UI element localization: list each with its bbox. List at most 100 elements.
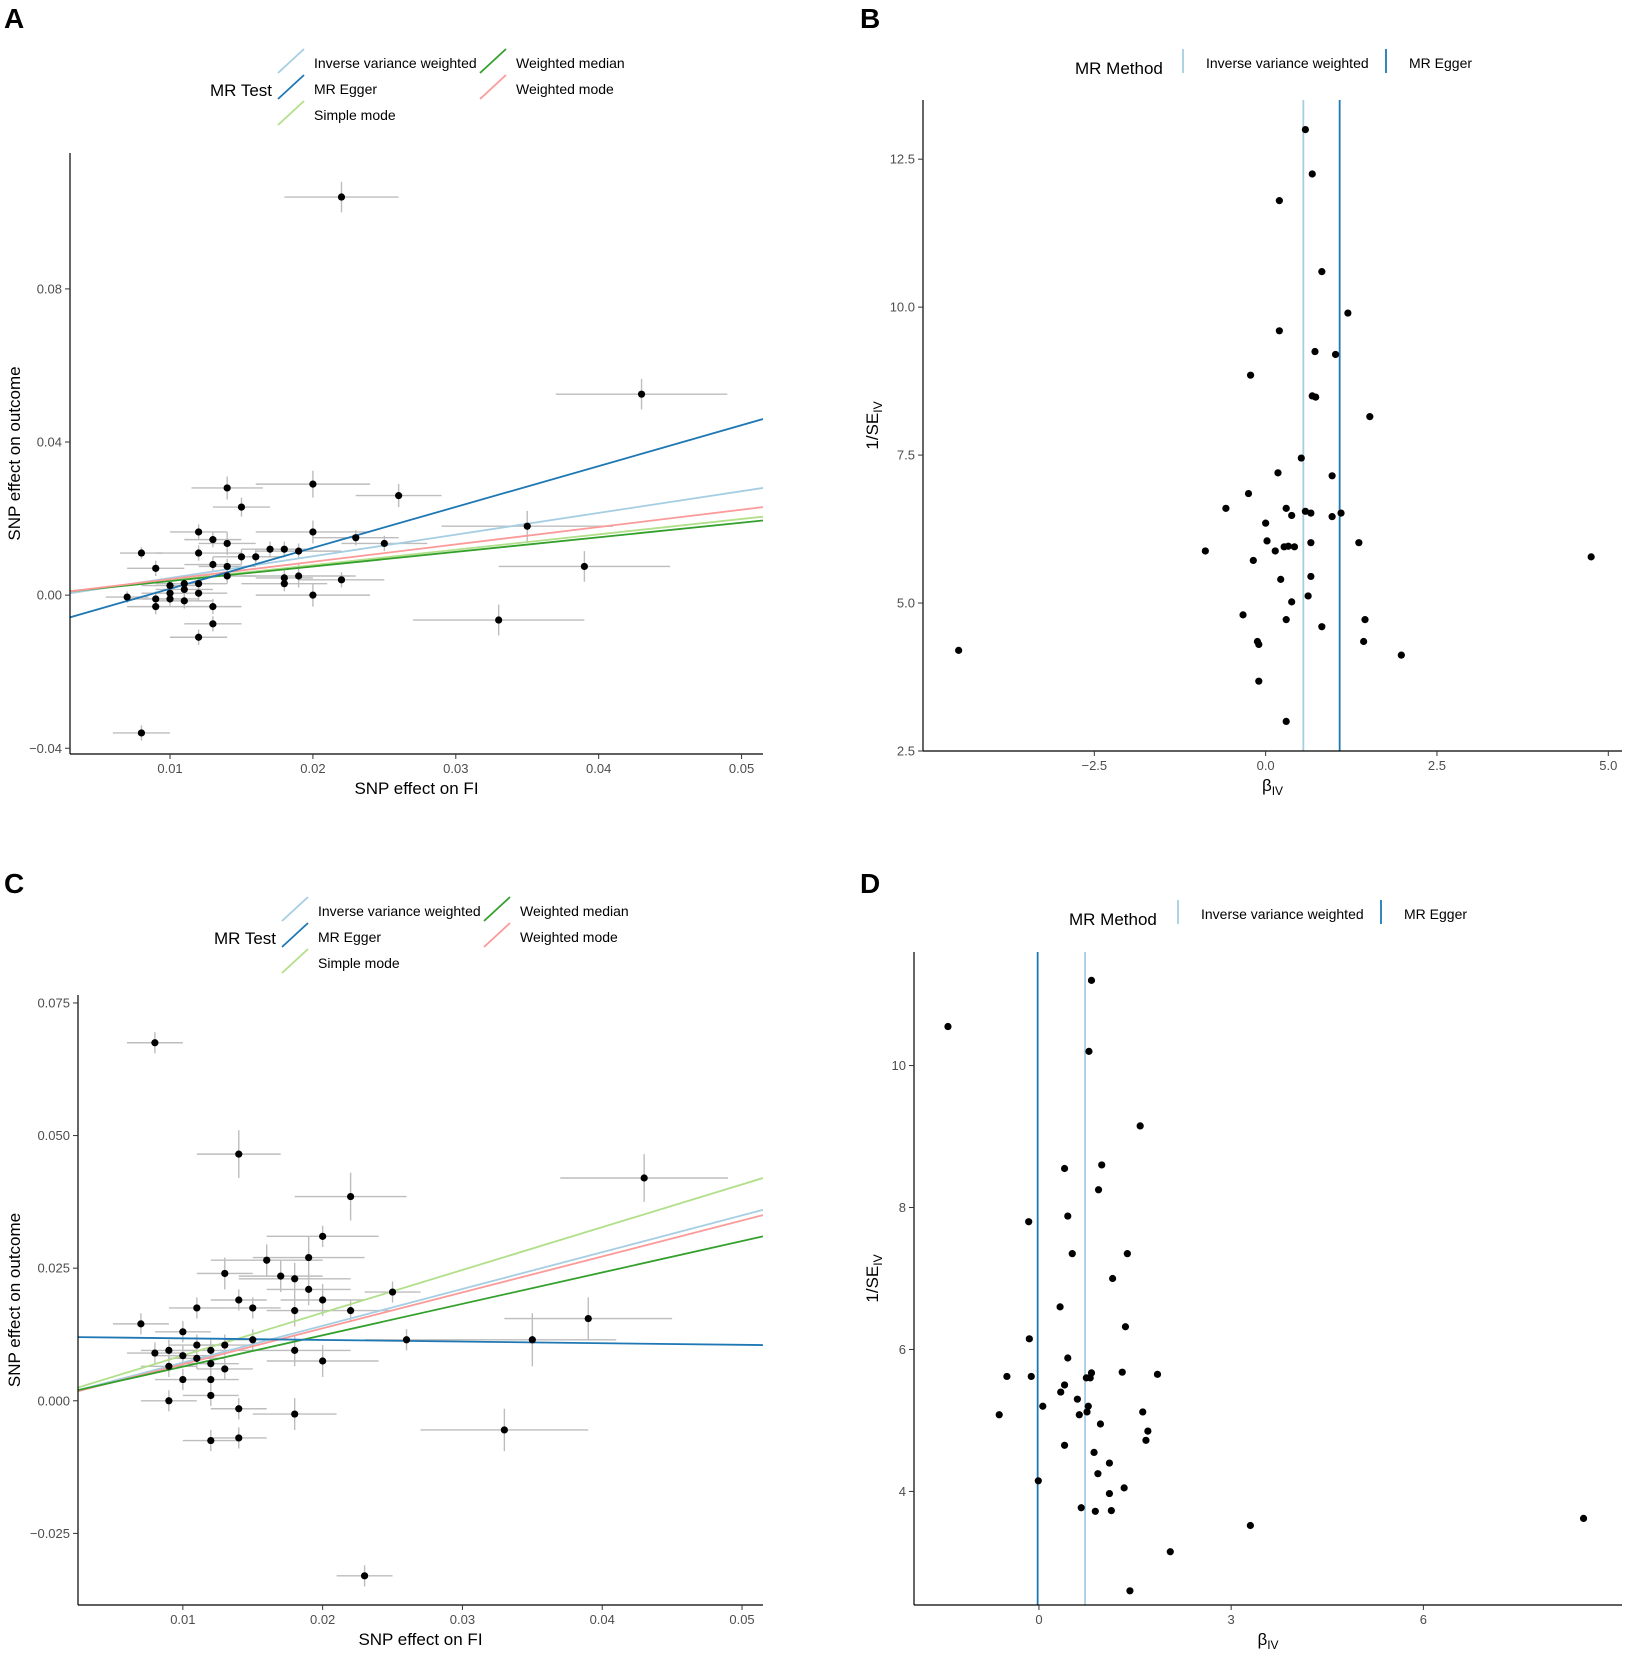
panel-c-legend-title: MR Test [214, 929, 276, 948]
panel-a-point-35 [123, 593, 131, 601]
panel-b-point-15 [1244, 489, 1253, 498]
panel-d-legend: MR Method Inverse variance weighted MR Egg… [1069, 900, 1467, 929]
panel-c: C 0.01 0.02 0.03 0.04 0.05 −0.025 0.000 0.025 0.0… [4, 868, 763, 1649]
panel-a-point-42 [495, 616, 503, 624]
panel-a-line-weighted_mode [70, 506, 763, 593]
panel-c-legend-label-egger: MR Egger [318, 929, 381, 945]
panel-b-point-7 [1331, 350, 1340, 359]
panel-d-point-47 [1166, 1548, 1174, 1556]
panel-c-ytick-label-3: 0.050 [37, 1128, 70, 1143]
panel-a-point-34 [309, 591, 317, 599]
panel-c-point-45 [360, 1572, 369, 1580]
panel-c-label: C [4, 868, 24, 899]
panel-c-xtick-label-2: 0.03 [450, 1612, 475, 1627]
panel-b-point-35 [1307, 572, 1315, 581]
panel-b-point-39 [1361, 616, 1369, 624]
panel-d-point-22 [1086, 1374, 1094, 1382]
panel-d-xtick-label-2: 6 [1420, 1612, 1427, 1627]
panel-c-legend: MR Test Inverse variance weighted MR Egger… [214, 896, 629, 974]
panel-b-point-0 [1301, 125, 1309, 134]
panel-b-y-title-main: 1/SE [863, 413, 882, 450]
panel-b-ytick-label-4: 12.5 [890, 152, 915, 167]
panel-c-point-35 [221, 1365, 229, 1373]
panel-b-x-title: βIV [1262, 776, 1283, 798]
panel-a-xtick-label-1: 0.02 [300, 761, 325, 776]
panel-c-point-23 [528, 1336, 536, 1344]
panel-c-point-33 [207, 1360, 215, 1368]
panel-b-xtick-label-0: −2.5 [1081, 758, 1107, 773]
panel-a-line-ivw [70, 487, 763, 595]
panel-d-point-24 [1057, 1388, 1065, 1396]
panel-d-point-18 [1153, 1370, 1162, 1378]
panel-b-ytick-label-3: 10.0 [890, 300, 915, 315]
panel-c-x-title: SNP effect on FI [358, 1630, 482, 1649]
panel-b-x-title-main: β [1262, 776, 1272, 795]
panel-c-xtick-label-4: 0.05 [729, 1612, 754, 1627]
panel-d-point-40 [1120, 1484, 1128, 1492]
panel-b-xtick-label-3: 5.0 [1599, 758, 1617, 773]
panel-b-point-30 [1284, 542, 1292, 550]
panel-d-legend-label-egger: MR Egger [1404, 906, 1467, 922]
panel-d-x-title-sub: IV [1267, 1638, 1278, 1652]
panel-c-point-19 [137, 1320, 145, 1328]
panel-b-legend-label-egger: MR Egger [1409, 55, 1472, 71]
panel-a-xtick-label-2: 0.03 [443, 761, 468, 776]
panel-c-legend-key-weighted_mode [483, 922, 511, 948]
panel-b-legend-label-ivw: Inverse variance weighted [1206, 55, 1369, 71]
panel-a-label: A [4, 3, 24, 34]
panel-c-line-egger [78, 1336, 763, 1346]
panel-d-label: D [860, 868, 880, 899]
panel-d-point-42 [1077, 1504, 1085, 1512]
panel-d-point-48 [1126, 1587, 1134, 1595]
panel-c-xtick-label-0: 0.01 [170, 1612, 195, 1627]
panel-c-point-30 [179, 1352, 187, 1360]
panel-c-legend-label-ivw: Inverse variance weighted [318, 903, 481, 919]
panel-d-point-23 [1060, 1381, 1069, 1389]
panel-b-point-37 [1288, 598, 1296, 606]
panel-c-point-11 [388, 1288, 397, 1296]
panel-b-point-40 [1282, 616, 1290, 624]
panel-a-point-29 [180, 580, 188, 588]
panel-a-point-40 [209, 603, 217, 611]
panel-d-point-6 [1094, 1186, 1103, 1194]
panel-d-point-39 [1034, 1477, 1042, 1485]
panel-a-point-45 [137, 729, 146, 737]
panel-c-ytick-label-0: −0.025 [30, 1526, 70, 1541]
panel-b-point-17 [1282, 504, 1290, 512]
panel-c-point-6 [263, 1256, 271, 1264]
panel-a-legend-key-simple_mode [277, 100, 305, 126]
panel-c-legend-label-weighted_mode: Weighted mode [520, 929, 618, 945]
panel-d-point-15 [1064, 1354, 1072, 1362]
panel-d-x-title: βIV [1257, 1630, 1278, 1652]
panel-d-point-43 [1091, 1507, 1099, 1515]
panel-c-point-37 [207, 1375, 215, 1384]
panel-a-point-24 [295, 572, 303, 580]
panel-a-legend-title: MR Test [210, 81, 272, 100]
panel-d-point-38 [1094, 1470, 1102, 1478]
panel-c-legend-key-ivw [281, 896, 309, 922]
panel-d-point-26 [1039, 1402, 1047, 1410]
panel-d-point-30 [1075, 1411, 1083, 1419]
panel-a-point-44 [194, 633, 203, 641]
panel-a-legend: MR Test Inverse variance weighted MR Egger… [210, 48, 625, 126]
panel-b-point-27 [1587, 553, 1595, 561]
panel-a-point-8 [309, 528, 317, 536]
panel-d-point-41 [1105, 1489, 1114, 1498]
panel-a-legend-label-weighted_median: Weighted median [516, 55, 625, 71]
panel-d-point-46 [1579, 1514, 1588, 1523]
panel-d-legend-title: MR Method [1069, 910, 1157, 929]
panel-c-point-7 [221, 1269, 229, 1278]
panel-b-point-10 [1312, 393, 1320, 401]
panel-c-point-17 [347, 1307, 355, 1315]
panel-b-point-24 [1263, 537, 1271, 545]
panel-c-point-39 [165, 1397, 173, 1405]
panel-c-point-32 [319, 1357, 327, 1365]
panel-a-point-5 [237, 503, 246, 511]
panel-c-point-43 [235, 1434, 243, 1442]
panel-b-point-14 [1328, 472, 1336, 480]
panel-c-point-0 [151, 1039, 159, 1047]
panel-c-point-31 [193, 1354, 201, 1362]
panel-b-point-31 [1271, 547, 1279, 555]
panel-a-point-17 [137, 549, 146, 557]
panel-a: A 0.01 0.02 0.03 0.04 0.05 −0.04 0.00 0.04 0.08 SN… [4, 3, 763, 798]
